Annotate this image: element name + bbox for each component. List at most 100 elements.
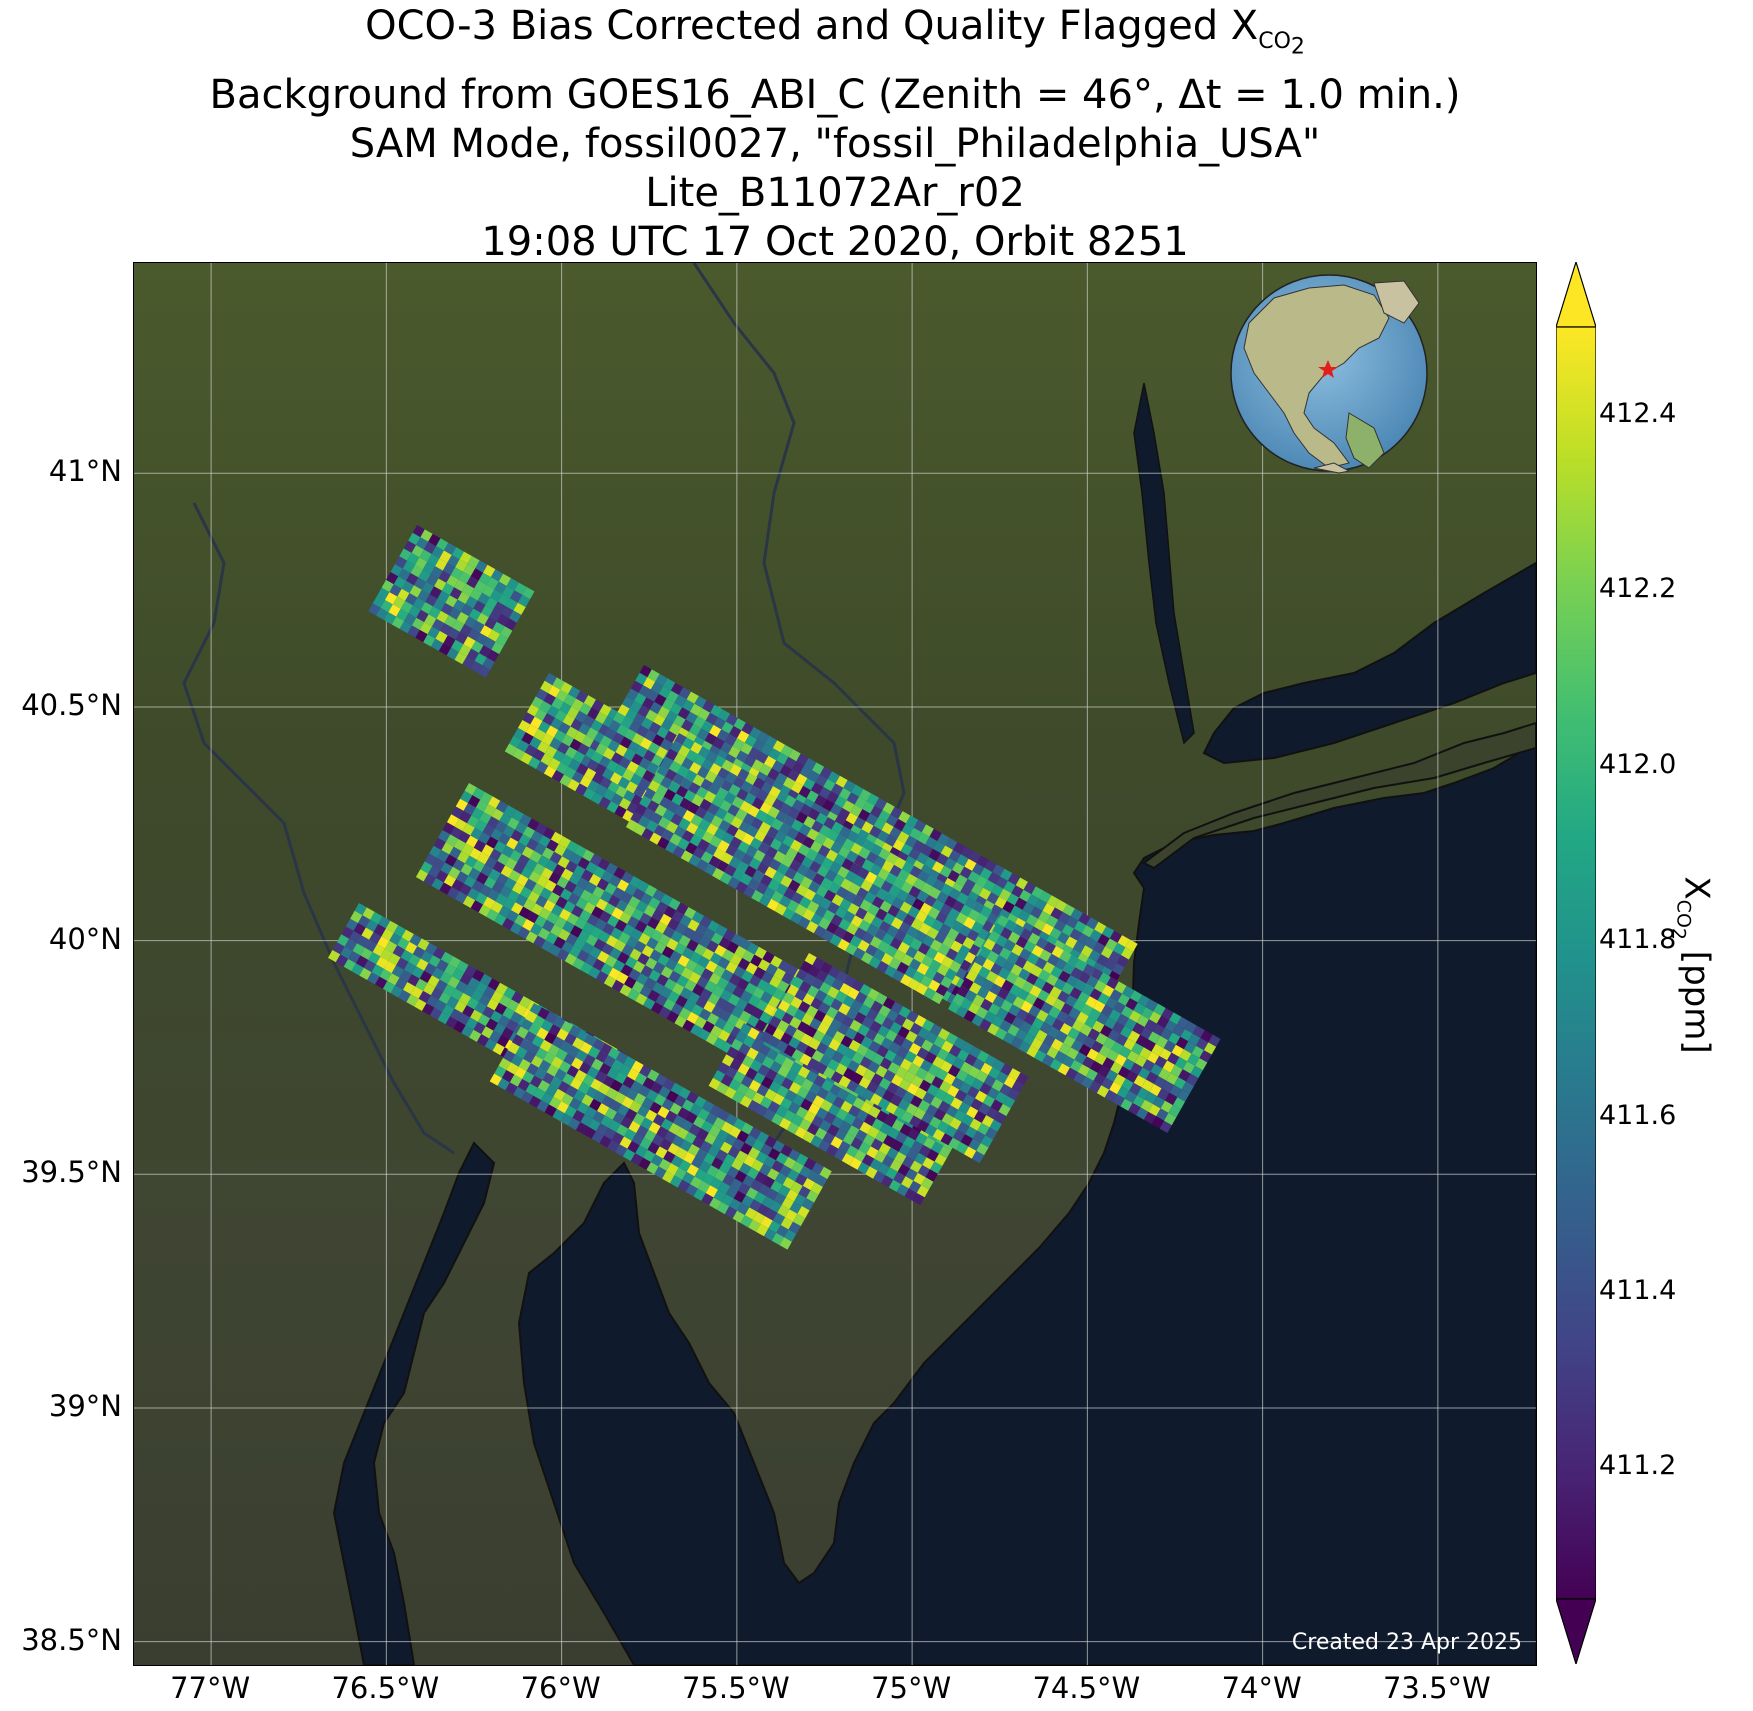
sounding-cell [847,1060,860,1073]
sounding-cell [539,1039,553,1053]
sounding-cell [647,669,660,682]
sounding-cell [1070,1059,1083,1072]
sounding-cell [799,1118,812,1131]
sounding-cell [604,1107,618,1120]
sounding-cell [1074,920,1087,933]
sounding-cell [483,804,496,817]
sounding-cell [784,1089,797,1102]
sounding-cell [420,529,433,542]
map-panel[interactable]: Created 23 Apr 2025 [133,262,1537,1666]
sounding-cell [608,719,621,733]
sounding-cell [686,822,699,835]
sounding-cell [544,1032,557,1045]
sounding-cell [644,729,657,742]
sounding-cell [811,1050,824,1063]
sounding-cell [596,1123,609,1136]
sounding-cell [548,757,561,771]
sounding-cell [593,938,606,951]
sounding-cell [1052,998,1066,1011]
sounding-cell [943,915,956,929]
sounding-cell [495,634,508,647]
sounding-cell [582,715,595,728]
sounding-cell [940,1133,953,1146]
sounding-cell [666,1163,679,1176]
sounding-cell [975,913,988,926]
sounding-cell [933,951,946,964]
sounding-cell [877,868,890,881]
sounding-cell [729,764,742,777]
sounding-cell [864,891,877,904]
sounding-cell [643,1149,656,1163]
sounding-cell [764,866,777,879]
sounding-cell [532,1035,545,1048]
sounding-cell [705,1033,719,1046]
sounding-cell [670,813,683,826]
sounding-cell [906,1148,919,1161]
sounding-cell [648,721,661,735]
sounding-cell [951,1077,964,1090]
sounding-cell [707,992,721,1006]
sounding-cell [473,600,486,613]
sounding-cell [1108,1009,1122,1022]
sounding-cell [384,612,397,625]
sounding-cell [1117,1086,1130,1099]
sounding-cell [978,966,991,979]
sounding-cell [431,546,444,559]
sounding-cell [922,1092,935,1105]
sounding-cell [503,1050,516,1063]
sounding-cell [996,1007,1009,1020]
sounding-cell [608,1119,621,1133]
sounding-cell [1105,938,1118,951]
sounding-cell [519,1038,532,1051]
sounding-cell [948,849,961,863]
sounding-cell [725,1186,739,1199]
sounding-cell [752,777,766,790]
sounding-cell [1085,937,1098,950]
sounding-cell [780,875,793,888]
sounding-cell [950,940,963,953]
sounding-cell [778,822,792,836]
sounding-cell [1038,910,1051,924]
sounding-cell [721,1054,735,1067]
sounding-cell [594,918,607,931]
sounding-cell [769,1200,782,1213]
sounding-cell [1150,1063,1163,1077]
sounding-cell [500,626,513,639]
sounding-cell [594,763,607,776]
sounding-cell [946,1105,959,1118]
sounding-cell [568,758,581,772]
sounding-cell [703,928,716,941]
sounding-cell [772,1028,785,1041]
sounding-cell [612,887,625,900]
sounding-cell [779,1164,792,1177]
sounding-cell [562,920,575,934]
colorbar-canvas [1555,259,1602,1667]
sounding-cell [550,717,563,730]
sounding-cell [753,849,766,863]
sounding-cell [437,590,450,603]
sounding-cell [595,1050,608,1063]
sounding-cell [514,1066,527,1079]
sounding-cell [632,1113,646,1126]
sounding-cell [1098,1045,1112,1058]
sounding-cell [676,902,689,915]
sounding-cell [840,878,853,891]
sounding-cell [717,957,730,970]
sounding-cell [866,1081,879,1094]
sounding-cell [603,1055,616,1068]
sounding-cell [438,570,451,583]
sounding-cell [590,792,604,805]
sounding-cell [1093,941,1106,955]
sounding-cell [702,811,716,824]
sounding-cell [655,673,668,687]
sounding-cell [631,753,644,766]
sounding-cell [799,1053,812,1066]
sounding-cell [626,688,639,701]
sounding-cell [988,1003,1001,1016]
sounding-cell [1055,958,1068,971]
sounding-cell [952,862,965,875]
sounding-cell [832,1031,846,1044]
sounding-cell [1094,980,1107,993]
sounding-cell [719,799,732,812]
sounding-cell [876,960,889,974]
